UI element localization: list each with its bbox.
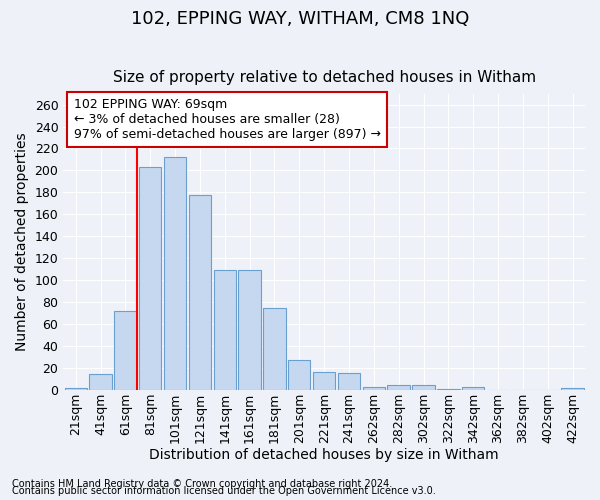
- Bar: [462, 386, 484, 390]
- Bar: [313, 372, 335, 390]
- Text: Contains HM Land Registry data © Crown copyright and database right 2024.: Contains HM Land Registry data © Crown c…: [12, 479, 392, 489]
- Title: Size of property relative to detached houses in Witham: Size of property relative to detached ho…: [113, 70, 536, 86]
- Bar: [139, 167, 161, 390]
- Bar: [263, 308, 286, 390]
- X-axis label: Distribution of detached houses by size in Witham: Distribution of detached houses by size …: [149, 448, 499, 462]
- Bar: [338, 374, 360, 390]
- Bar: [189, 194, 211, 390]
- Bar: [388, 386, 410, 390]
- Bar: [214, 270, 236, 390]
- Bar: [238, 270, 261, 390]
- Bar: [562, 388, 584, 390]
- Bar: [89, 374, 112, 390]
- Text: 102, EPPING WAY, WITHAM, CM8 1NQ: 102, EPPING WAY, WITHAM, CM8 1NQ: [131, 10, 469, 28]
- Bar: [164, 157, 186, 390]
- Bar: [362, 386, 385, 390]
- Text: 102 EPPING WAY: 69sqm
← 3% of detached houses are smaller (28)
97% of semi-detac: 102 EPPING WAY: 69sqm ← 3% of detached h…: [74, 98, 381, 141]
- Y-axis label: Number of detached properties: Number of detached properties: [15, 132, 29, 351]
- Bar: [288, 360, 310, 390]
- Bar: [65, 388, 87, 390]
- Bar: [437, 388, 460, 390]
- Bar: [114, 311, 137, 390]
- Bar: [412, 386, 434, 390]
- Text: Contains public sector information licensed under the Open Government Licence v3: Contains public sector information licen…: [12, 486, 436, 496]
